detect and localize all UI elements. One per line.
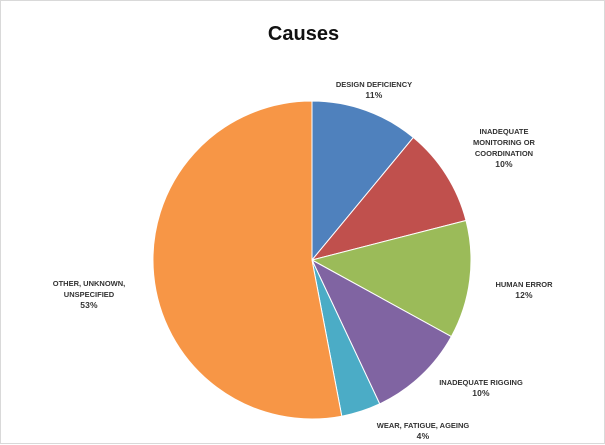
slice-label-design-deficiency: Design deficiency 11%	[319, 79, 429, 101]
slice-label-percent: 11%	[365, 90, 383, 100]
slice-label-percent: 10%	[472, 388, 490, 398]
slice-label-percent: 53%	[80, 300, 98, 310]
slice-label-text: Human error	[495, 280, 553, 289]
slice-label-text: Design deficiency	[335, 80, 413, 89]
slice-label-inadequate-rigging: Inadequate rigging 10%	[421, 377, 541, 399]
pie-slice-human-error	[310, 219, 472, 338]
slice-label-text: Inadequate monitoring or coordination	[473, 127, 535, 158]
slice-label-wear-fatigue: Wear, fatigue, ageing 4%	[353, 420, 493, 442]
pie-slice-other-unknown-unspecified	[152, 100, 343, 420]
pie-slice-design-deficiency	[311, 100, 415, 262]
slice-label-other-unknown: Other, unknown, unspecified 53%	[27, 278, 151, 311]
slice-label-percent: 12%	[515, 290, 533, 300]
slice-label-text: Wear, fatigue, ageing	[376, 421, 470, 430]
slice-label-percent: 4%	[416, 431, 430, 441]
chart-title: Causes	[267, 23, 340, 45]
slice-label-percent: 10%	[495, 159, 513, 169]
pie-slice-inadequate-monitoring-or-coordination	[310, 136, 467, 261]
slice-label-human-error: Human error 12%	[479, 279, 569, 301]
pie-slice-inadequate-rigging	[310, 258, 453, 405]
slice-label-inadequate-monitoring: Inadequate monitoring or coordination 10…	[456, 126, 552, 170]
slice-label-text: Inadequate rigging	[439, 378, 523, 387]
slice-label-text: Other, unknown, unspecified	[52, 279, 126, 299]
